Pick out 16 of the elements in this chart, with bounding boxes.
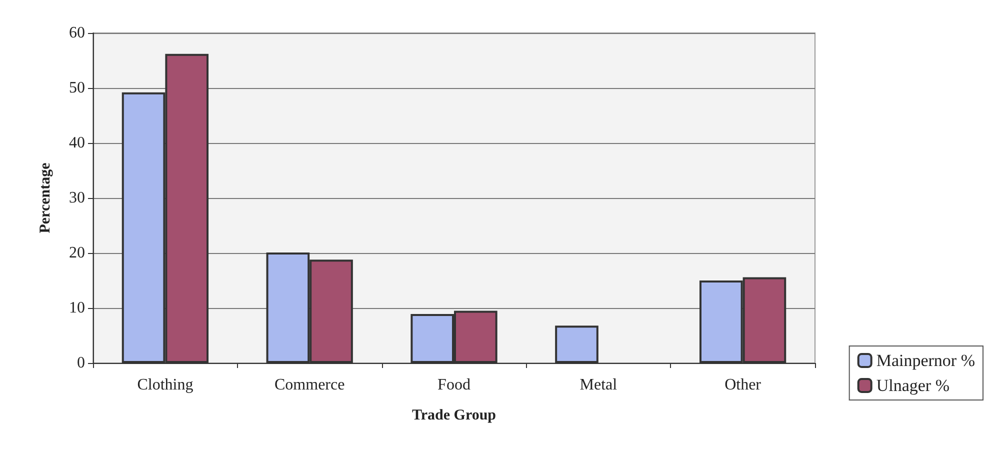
- x-tick-label: Metal: [580, 376, 618, 394]
- y-tick-label: 20: [69, 244, 85, 262]
- y-axis-title: Percentage: [38, 162, 54, 234]
- y-tick-label: 50: [69, 80, 85, 96]
- y-tick-label: 60: [69, 24, 85, 42]
- x-axis-title: Trade Group: [412, 408, 496, 424]
- y-tick-label: 10: [69, 300, 85, 316]
- legend-label: Ulnager %: [876, 376, 950, 395]
- y-tick-label: 30: [69, 190, 85, 206]
- x-tick-label: Food: [438, 376, 470, 394]
- x-tick-label: Clothing: [137, 376, 194, 394]
- legend-label: Mainpernor %: [876, 351, 976, 370]
- y-tick-label: 40: [69, 134, 85, 152]
- x-tick-label: Commerce: [274, 376, 345, 394]
- x-tick-label: Other: [724, 376, 762, 394]
- y-tick-label: 0: [77, 354, 85, 372]
